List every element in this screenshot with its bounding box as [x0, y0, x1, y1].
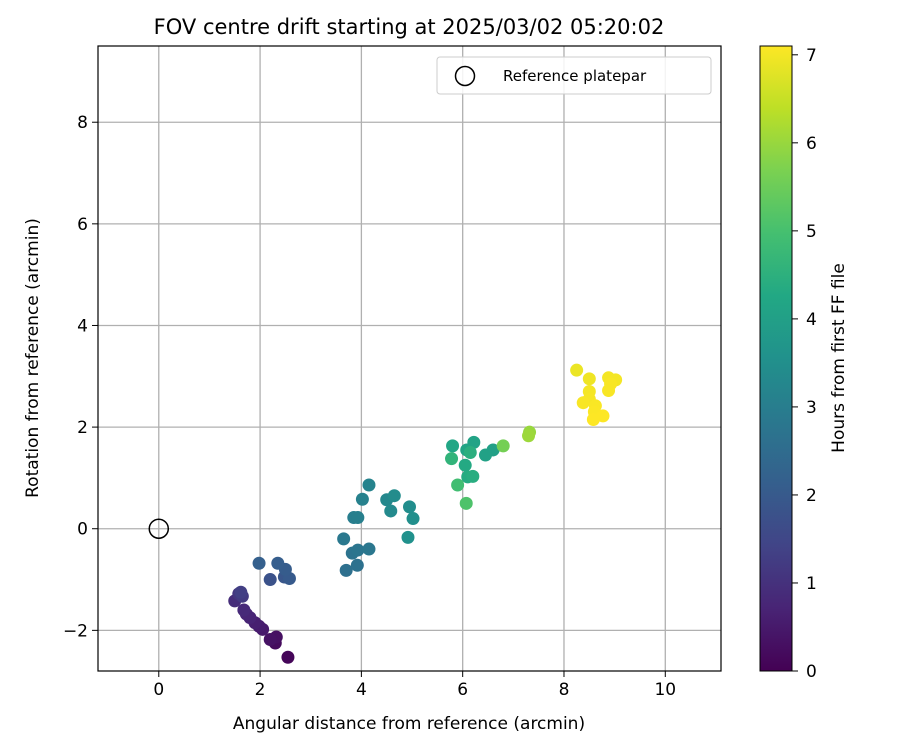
colorbar-tick-label: 1 — [806, 574, 817, 594]
plot-frame — [97, 45, 722, 672]
data-point — [281, 650, 295, 664]
data-point — [355, 492, 369, 506]
colorbar-tick-label: 5 — [806, 222, 817, 242]
reference-marker — [148, 518, 170, 539]
grid — [98, 46, 721, 671]
data-point — [576, 396, 590, 410]
data-point — [582, 372, 596, 386]
data-point — [384, 504, 398, 518]
data-point — [451, 478, 465, 492]
data-point — [263, 573, 277, 587]
data-point — [406, 512, 420, 526]
data-point — [522, 429, 536, 443]
data-point — [337, 532, 351, 546]
x-axis-label: Angular distance from reference (arcmin) — [233, 714, 585, 734]
data-point — [401, 530, 415, 544]
colorbar-label: Hours from first FF file — [829, 263, 849, 453]
colorbar-ticks: 0 1 2 3 4 5 6 7 — [792, 46, 817, 682]
x-axis-ticks: 0 2 4 6 8 10 — [153, 671, 676, 700]
data-point — [362, 478, 376, 492]
data-point — [463, 446, 477, 460]
data-point — [350, 558, 364, 572]
legend-label: Reference platepar — [503, 67, 647, 85]
colorbar-tick-label: 4 — [806, 310, 817, 330]
data-point — [570, 363, 584, 377]
data-point — [234, 585, 248, 599]
legend-box — [436, 56, 712, 95]
data-point — [586, 412, 600, 426]
colorbar-tick-label: 0 — [806, 662, 817, 682]
y-tick-label: 4 — [77, 316, 88, 336]
data-point — [237, 603, 251, 617]
data-point — [458, 458, 472, 472]
y-tick-label: 6 — [77, 215, 88, 235]
data-points — [228, 363, 623, 664]
x-tick-label: 8 — [559, 680, 570, 700]
data-point — [387, 489, 401, 503]
x-tick-label: 0 — [153, 680, 164, 700]
x-tick-label: 4 — [356, 680, 367, 700]
y-tick-label: 8 — [77, 113, 88, 133]
data-point — [271, 556, 285, 570]
data-point — [496, 439, 510, 453]
y-axis-label: Rotation from reference (arcmin) — [23, 218, 43, 498]
data-point — [351, 543, 365, 557]
y-tick-label: −2 — [63, 621, 88, 641]
data-point — [602, 384, 616, 398]
data-point — [252, 556, 266, 570]
chart-title: FOV centre drift starting at 2025/03/02 … — [154, 15, 665, 39]
data-point — [459, 496, 473, 510]
data-point — [362, 542, 376, 556]
data-point — [466, 469, 480, 483]
y-axis-ticks: −2 0 2 4 6 8 — [63, 113, 98, 641]
data-point — [446, 439, 460, 453]
colorbar-tick-label: 7 — [806, 46, 817, 66]
legend-marker — [454, 65, 476, 87]
data-point — [339, 563, 353, 577]
legend: Reference platepar — [436, 56, 712, 95]
data-point — [263, 632, 277, 646]
x-tick-label: 6 — [457, 680, 468, 700]
data-point — [445, 452, 459, 466]
data-point — [403, 500, 416, 514]
colorbar — [759, 45, 793, 672]
x-tick-label: 10 — [654, 680, 676, 700]
colorbar-tick-label: 6 — [806, 134, 817, 154]
data-point — [478, 448, 492, 462]
data-point — [351, 511, 365, 525]
x-tick-label: 2 — [255, 680, 266, 700]
y-tick-label: 2 — [77, 418, 88, 438]
colorbar-tick-label: 3 — [806, 398, 817, 418]
colorbar-tick-label: 2 — [806, 486, 817, 506]
y-tick-label: 0 — [77, 520, 88, 540]
